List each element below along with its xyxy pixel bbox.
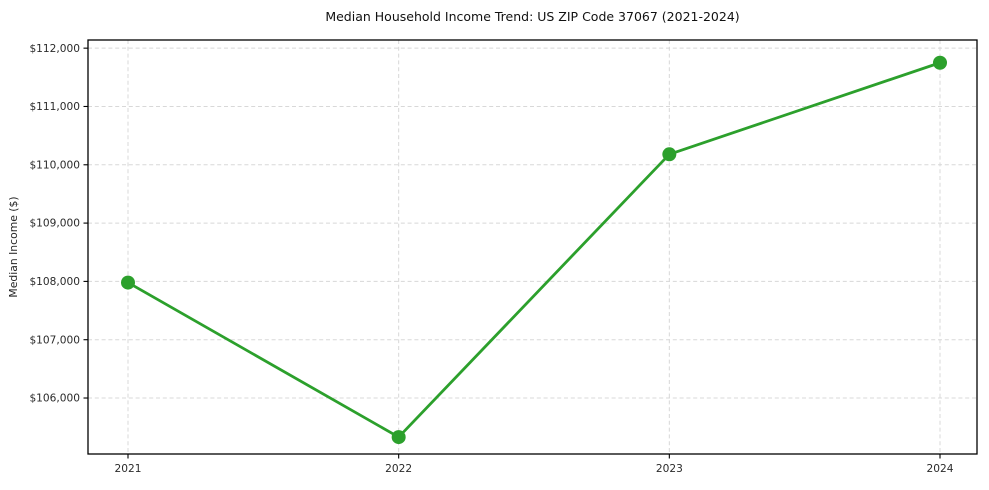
y-tick-label: $111,000 [29,101,80,113]
x-tick-label: 2024 [927,463,954,475]
y-axis-label: Median Income ($) [7,196,20,297]
data-point [933,55,947,70]
data-point [121,275,135,290]
data-series [121,55,947,445]
y-tick-label: $112,000 [29,43,80,55]
chart-title: Median Household Income Trend: US ZIP Co… [325,9,739,24]
x-tick-label: 2022 [385,463,412,475]
y-tick-label: $109,000 [29,218,80,230]
plot-frame [87,39,978,455]
series-line [126,61,942,439]
y-tick-label: $106,000 [29,393,80,405]
gridlines [88,40,977,454]
y-tick-label: $107,000 [29,334,80,346]
y-tick-label: $110,000 [29,159,80,171]
tick-marks-and-labels: $106,000 $107,000 $108,000 $109,000 $110,000… [29,43,953,475]
y-tick-label: $108,000 [29,276,80,288]
axes [87,39,978,455]
x-tick-label: 2023 [656,463,683,475]
data-point [391,430,406,445]
x-tick-label: 2021 [115,463,142,475]
data-point [662,147,677,162]
